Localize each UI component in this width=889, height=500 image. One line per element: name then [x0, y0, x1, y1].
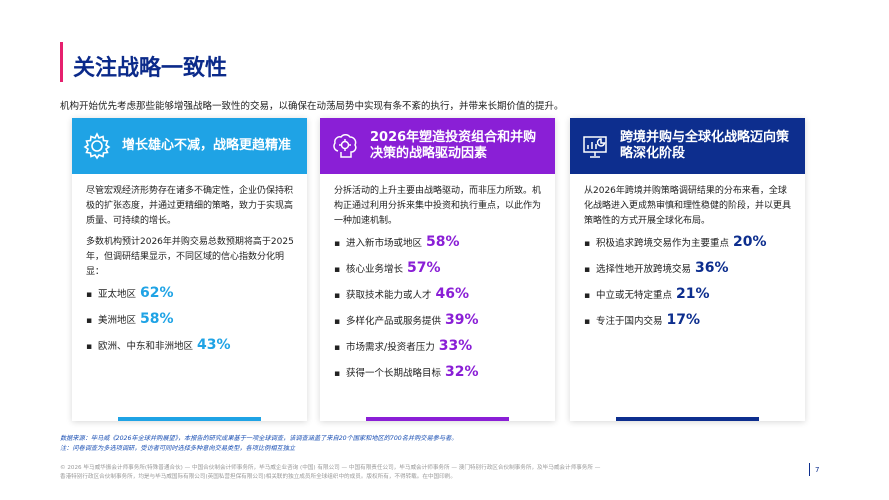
item-value: 20%: [733, 234, 767, 250]
card-body: 尽管宏观经济形势存在诸多不确定性，企业仍保持积极的扩张态度，并通过更精细的策略，…: [86, 184, 296, 364]
card-body: 从2026年跨境并购策略调研结果的分布来看，全球化战略进入更成熟审慎和理性稳健的…: [584, 184, 794, 339]
bullet-icon: ▪: [584, 239, 591, 249]
item-label: 选择性地开放跨境交易: [596, 264, 692, 275]
intro-text: 机构开始优先考虑那些能够增强战略一致性的交易，以确保在动荡局势中实现有条不紊的执…: [60, 101, 564, 112]
card-paragraph: 从2026年跨境并购策略调研结果的分布来看，全球化战略进入更成熟审慎和理性稳健的…: [584, 186, 792, 226]
title-accent-bar: [60, 42, 63, 82]
item-value: 17%: [666, 312, 701, 328]
bullet-icon: ▪: [334, 317, 341, 327]
item-value: 36%: [695, 260, 729, 276]
bullet-icon: ▪: [584, 265, 591, 275]
list-item: ▪ 市场需求/投资者压力 33%: [334, 339, 544, 365]
bullet-icon: ▪: [334, 369, 341, 379]
bullet-icon: ▪: [86, 342, 93, 352]
stat-list: ▪ 亚太地区 62% ▪ 美洲地区 58% ▪ 欧洲、中东和非洲地区 43%: [86, 286, 296, 364]
card-cross-border: 跨境并购与全球化战略迈向策略深化阶段 从2026年跨境并购策略调研结果的分布来看…: [570, 118, 805, 421]
card-header: 跨境并购与全球化战略迈向策略深化阶段: [570, 118, 805, 174]
card-footer-bar: [616, 417, 759, 421]
legal-text: 香港特别行政区合伙制事务所，均是与毕马威国际有限公司(英国私营担保有限公司)相关…: [60, 474, 456, 480]
item-value: 58%: [426, 234, 460, 250]
stat-list: ▪ 积极追求跨境交易作为主要重点 20% ▪ 选择性地开放跨境交易 36% ▪ 中立或无特…: [584, 235, 794, 339]
item-label: 市场需求/投资者压力: [346, 342, 435, 353]
item-value: 33%: [438, 338, 473, 354]
list-item: ▪ 多样化产品或服务提供 39%: [334, 313, 544, 339]
stat-list: ▪ 进入新市场或地区 58% ▪ 核心业务增长 57% ▪ 获取技术能力或人才 46% ▪ 多…: [334, 235, 544, 391]
list-item: ▪ 选择性地开放跨境交易 36%: [584, 261, 794, 287]
card-title: 跨境并购与全球化战略迈向策略深化阶段: [620, 130, 790, 161]
brain-icon: [330, 131, 360, 161]
bullet-icon: ▪: [584, 291, 591, 301]
bullet-icon: ▪: [334, 265, 341, 275]
item-value: 32%: [445, 364, 479, 380]
card-footer-bar: [118, 417, 261, 421]
list-item: ▪ 亚太地区 62%: [86, 286, 296, 312]
card-header: 增长雄心不减，战略更趋精准: [72, 118, 307, 174]
list-item: ▪ 积极追求跨境交易作为主要重点 20%: [584, 235, 794, 261]
item-label: 进入新市场或地区: [346, 238, 423, 249]
item-label: 中立或无特定重点: [596, 290, 673, 301]
card-paragraph: 多数机构预计2026年并购交易总数预期将高于2025年，但调研结果显示，不同区域…: [86, 237, 294, 277]
item-label: 多样化产品或服务提供: [346, 316, 442, 327]
item-label: 美洲地区: [98, 315, 137, 326]
list-item: ▪ 进入新市场或地区 58%: [334, 235, 544, 261]
item-label: 积极追求跨境交易作为主要重点: [596, 238, 730, 249]
item-value: 58%: [140, 311, 174, 327]
note-footnote: 注：问卷调查为多选项调研，受访者可同时选择多种意向交易类型，各项比例相互独立: [60, 445, 296, 452]
item-value: 21%: [676, 286, 710, 302]
item-label: 欧洲、中东和非洲地区: [98, 341, 194, 352]
item-label: 专注于国内交易: [596, 316, 663, 327]
bullet-icon: ▪: [86, 290, 93, 300]
bullet-icon: ▪: [86, 316, 93, 326]
item-value: 46%: [435, 286, 470, 302]
card-drivers: 2026年塑造投资组合和并购决策的战略驱动因素 分拆活动的上升主要由战略驱动，而…: [320, 118, 555, 421]
bullet-icon: ▪: [584, 317, 591, 327]
card-body: 分拆活动的上升主要由战略驱动，而非压力所致。机构正通过利用分拆来集中投资和执行重…: [334, 184, 544, 391]
gear-icon: [82, 131, 112, 161]
card-title: 增长雄心不减，战略更趋精准: [122, 138, 292, 153]
card-paragraph: 分拆活动的上升主要由战略驱动，而非压力所致。机构正通过利用分拆来集中投资和执行重…: [334, 186, 542, 226]
card-header: 2026年塑造投资组合和并购决策的战略驱动因素: [320, 118, 555, 174]
source-footnote: 数据来源：毕马威《2026年全球并购展望》，本报告的研究成果基于一项全球调查，该…: [60, 435, 458, 442]
bullet-icon: ▪: [334, 239, 341, 249]
list-item: ▪ 中立或无特定重点 21%: [584, 287, 794, 313]
item-value: 39%: [445, 312, 479, 328]
list-item: ▪ 获取技术能力或人才 46%: [334, 287, 544, 313]
page-number: 7: [815, 466, 820, 474]
list-item: ▪ 美洲地区 58%: [86, 312, 296, 338]
list-item: ▪ 核心业务增长 57%: [334, 261, 544, 287]
item-value: 57%: [407, 260, 441, 276]
item-label: 核心业务增长: [346, 264, 404, 275]
page-number-divider: [809, 463, 810, 476]
card-growth: 增长雄心不减，战略更趋精准 尽管宏观经济形势存在诸多不确定性，企业仍保持积极的扩…: [72, 118, 307, 421]
card-title: 2026年塑造投资组合和并购决策的战略驱动因素: [370, 130, 537, 161]
item-value: 43%: [197, 337, 231, 353]
card-paragraph: 尽管宏观经济形势存在诸多不确定性，企业仍保持积极的扩张态度，并通过更精细的策略，…: [86, 186, 294, 226]
item-label: 亚太地区: [98, 289, 137, 300]
bullet-icon: ▪: [334, 291, 341, 301]
item-value: 62%: [140, 285, 174, 301]
item-label: 获取技术能力或人才: [346, 290, 432, 301]
card-footer-bar: [366, 417, 509, 421]
item-label: 获得一个长期战略目标: [346, 368, 442, 379]
page-title: 关注战略一致性: [73, 56, 228, 81]
list-item: ▪ 欧洲、中东和非洲地区 43%: [86, 338, 296, 364]
chart-presentation-icon: [580, 131, 610, 161]
legal-text: © 2026 毕马威华振会计师事务所(特殊普通合伙) — 中国合伙制会计师事务所…: [60, 465, 601, 471]
list-item: ▪ 专注于国内交易 17%: [584, 313, 794, 339]
list-item: ▪ 获得一个长期战略目标 32%: [334, 365, 544, 391]
bullet-icon: ▪: [334, 343, 341, 353]
